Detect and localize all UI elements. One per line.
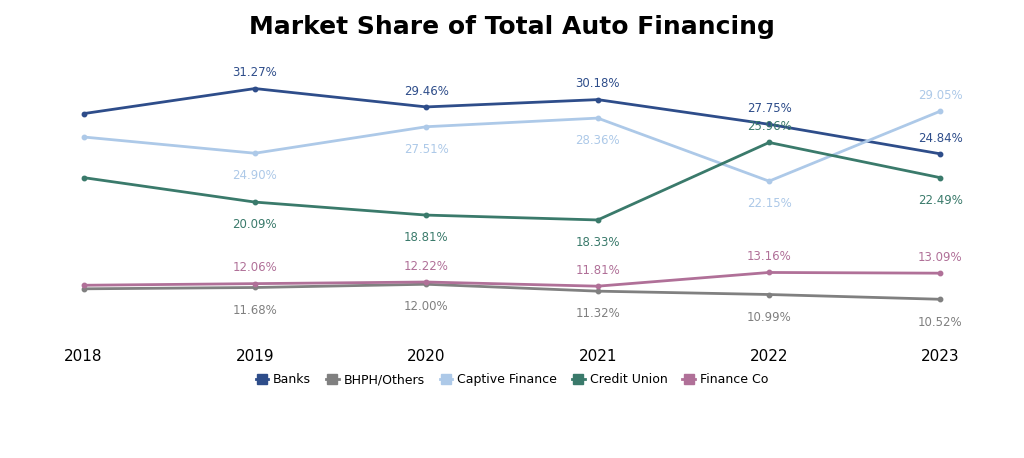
Text: 27.75%: 27.75% [746, 102, 792, 115]
Text: 31.27%: 31.27% [232, 66, 278, 79]
Text: 27.51%: 27.51% [403, 143, 449, 156]
Text: 13.09%: 13.09% [919, 251, 963, 264]
Text: 12.00%: 12.00% [404, 300, 449, 313]
Text: 22.49%: 22.49% [918, 194, 963, 207]
Text: 13.16%: 13.16% [746, 251, 792, 263]
Text: 10.99%: 10.99% [746, 311, 792, 324]
Text: 30.18%: 30.18% [575, 77, 620, 91]
Text: 29.05%: 29.05% [919, 89, 963, 102]
Text: 20.09%: 20.09% [232, 218, 278, 231]
Text: 10.52%: 10.52% [919, 316, 963, 328]
Title: Market Share of Total Auto Financing: Market Share of Total Auto Financing [249, 15, 775, 39]
Text: 25.96%: 25.96% [746, 120, 792, 133]
Text: 12.22%: 12.22% [403, 260, 449, 273]
Text: 29.46%: 29.46% [403, 85, 449, 98]
Text: 28.36%: 28.36% [575, 134, 620, 147]
Legend: Banks, BHPH/Others, Captive Finance, Credit Union, Finance Co: Banks, BHPH/Others, Captive Finance, Cre… [251, 368, 773, 391]
Text: 11.68%: 11.68% [232, 304, 278, 317]
Text: 24.90%: 24.90% [232, 169, 278, 182]
Text: 11.32%: 11.32% [575, 307, 621, 321]
Text: 11.81%: 11.81% [575, 264, 621, 277]
Text: 22.15%: 22.15% [746, 197, 792, 210]
Text: 18.33%: 18.33% [575, 236, 620, 249]
Text: 18.81%: 18.81% [404, 231, 449, 244]
Text: 12.06%: 12.06% [232, 262, 278, 274]
Text: 24.84%: 24.84% [919, 132, 963, 145]
